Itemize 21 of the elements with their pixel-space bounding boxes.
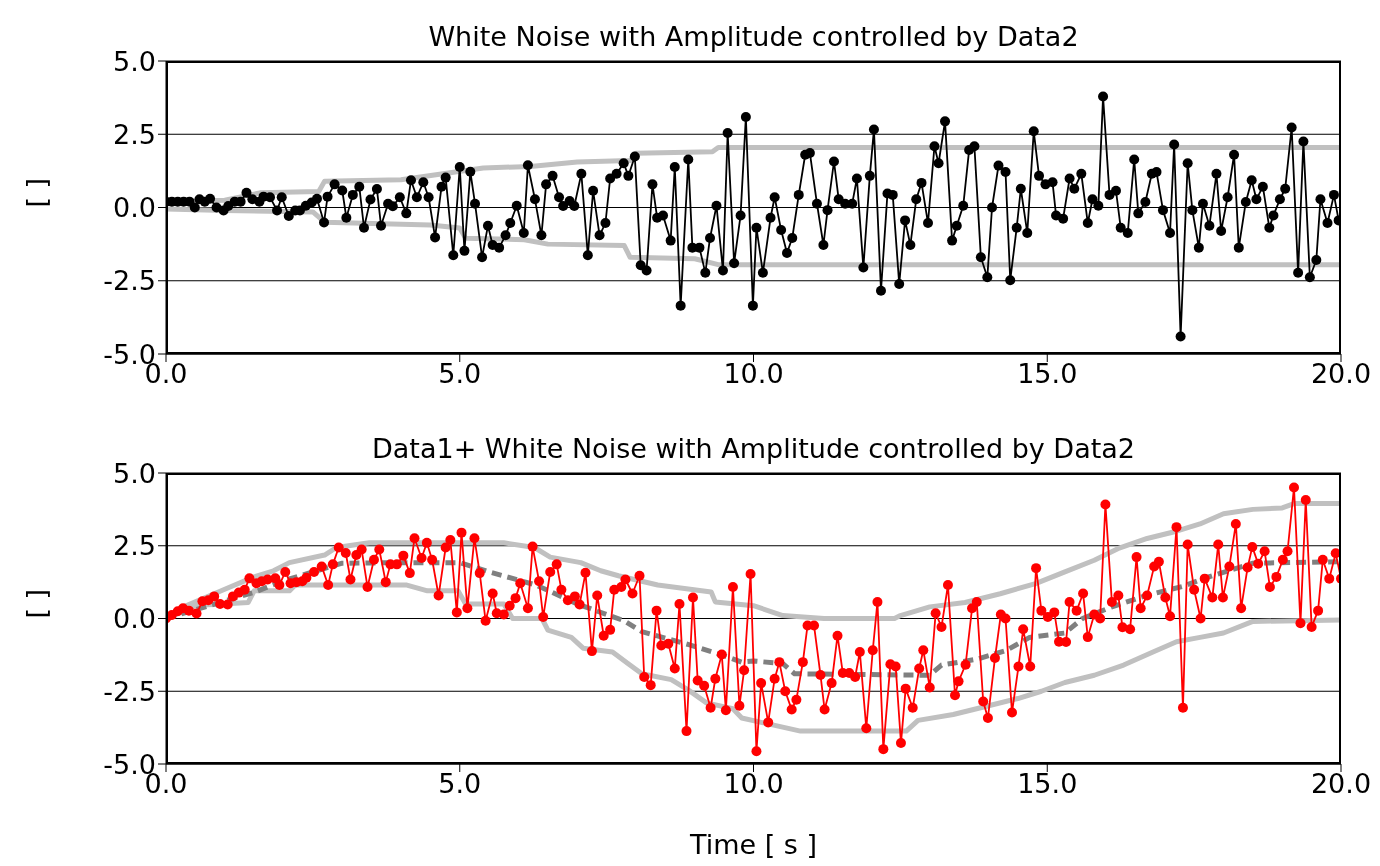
y-tick-label: 2.5 [113, 118, 156, 150]
x-tick-label: 10.0 [723, 768, 784, 800]
x-tick-label: 5.0 [438, 768, 482, 800]
y-tick-label: -2.5 [103, 265, 156, 297]
x-tick-label: 20.0 [1310, 358, 1372, 390]
x-axis-title: Time [ s ] [689, 829, 817, 860]
x-tick-label: 15.0 [1017, 768, 1078, 800]
chart-title: White Noise with Amplitude controlled by Data2 [427, 21, 1080, 52]
y-axis-title: [ ] [20, 588, 52, 619]
y-tick-label: -2.5 [103, 675, 156, 707]
y-tick-label: 5.0 [113, 457, 156, 489]
x-tick-label: 20.0 [1310, 768, 1372, 800]
x-tick-label: 10.0 [723, 358, 784, 390]
chart-title: Data1+ White Noise with Amplitude controlled by Data2 [371, 433, 1136, 464]
x-tick-label: 15.0 [1017, 358, 1078, 390]
x-tick-label: 5.0 [438, 358, 482, 390]
y-tick-label: 0.0 [113, 603, 156, 635]
y-tick-label: 0.0 [113, 192, 156, 224]
y-tick-label: 2.5 [113, 530, 156, 562]
y-axis-title: [ ] [20, 177, 52, 208]
y-tick-label: 5.0 [113, 45, 156, 77]
